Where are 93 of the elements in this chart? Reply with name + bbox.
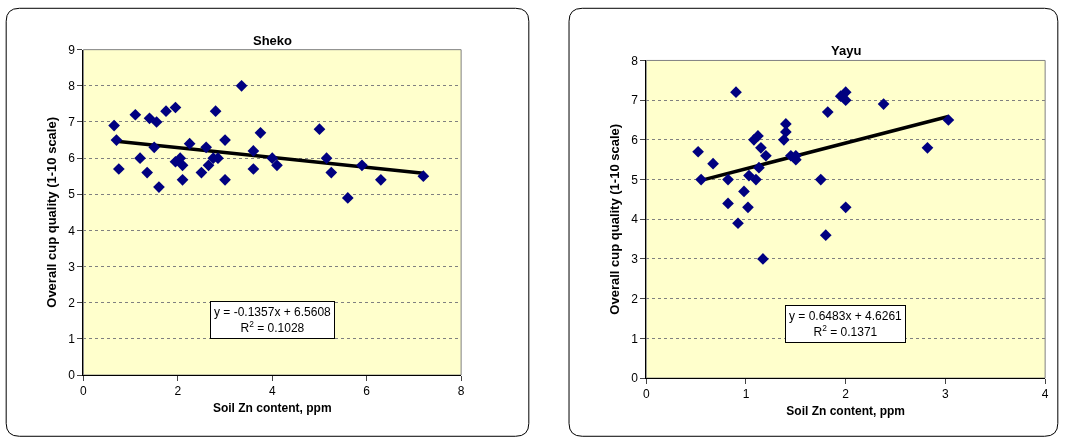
point: [150, 116, 163, 128]
y-tick-label: 2: [68, 295, 76, 310]
y-tick-label: 5: [631, 172, 639, 187]
y-tick-label: 3: [68, 259, 76, 274]
x-tick-label: 0: [80, 384, 88, 399]
point: [752, 130, 764, 142]
point: [722, 173, 734, 186]
point: [753, 161, 765, 174]
y-tick-label: 0: [68, 368, 76, 383]
point: [750, 173, 762, 186]
point: [219, 173, 231, 186]
point: [730, 86, 742, 99]
point: [821, 106, 834, 118]
point: [375, 173, 387, 186]
point: [134, 152, 146, 164]
point: [692, 145, 704, 158]
point: [176, 173, 189, 186]
point: [341, 192, 354, 204]
point: [778, 134, 790, 146]
point: [110, 134, 123, 146]
y-tick-label: 9: [68, 42, 76, 57]
point: [160, 105, 172, 117]
point: [247, 163, 260, 175]
y-tick-label: 4: [68, 223, 76, 238]
chart-title: Sheko: [253, 33, 293, 48]
x-tick-label: 3: [942, 387, 950, 402]
point: [942, 114, 955, 126]
y-tick-label: 8: [68, 79, 76, 94]
point: [209, 105, 222, 117]
point: [313, 123, 326, 136]
x-axis-title: Soil Zn content, ppm: [212, 401, 332, 416]
y-tick-label: 1: [68, 332, 76, 347]
annotation: y = 0.6483x + 4.6261: [789, 309, 903, 323]
point: [266, 152, 279, 164]
point: [202, 159, 215, 172]
point: [695, 173, 707, 186]
point: [814, 173, 827, 186]
annotation: R$^{2}$ = 0.1028: [240, 318, 305, 335]
y-tick-label: 2: [631, 291, 639, 306]
y-tick-label: 6: [68, 151, 76, 166]
x-tick-label: 0: [642, 387, 650, 402]
point: [722, 197, 734, 210]
annotation: y = -0.1357x + 6.5608: [214, 305, 332, 319]
point: [839, 201, 852, 214]
point: [112, 163, 125, 175]
point: [755, 141, 767, 154]
y-tick-label: 7: [68, 115, 76, 130]
y-tick-label: 3: [631, 252, 639, 267]
point: [356, 159, 368, 172]
x-tick-label: 2: [842, 387, 850, 402]
point: [108, 119, 120, 132]
point: [247, 145, 260, 157]
y-axis-title: Overall cup quality (1-10 scale): [44, 117, 60, 308]
point: [732, 217, 744, 230]
point: [742, 201, 754, 214]
point: [235, 79, 248, 92]
y-tick-label: 1: [631, 331, 639, 346]
y-tick-label: 7: [631, 93, 639, 108]
y-tick-label: 5: [68, 187, 76, 202]
y-tick-label: 4: [631, 212, 639, 227]
x-tick-label: 4: [268, 384, 276, 399]
point: [738, 185, 750, 198]
point: [877, 98, 890, 110]
point: [921, 141, 934, 154]
point: [141, 166, 153, 179]
point: [819, 229, 832, 241]
annotation: R$^{2}$ = 0.1371: [813, 322, 878, 339]
point: [320, 152, 333, 164]
point: [743, 169, 755, 182]
y-axis-title: Overall cup quality (1-10 scale): [607, 123, 623, 315]
chart-title: Yayu: [831, 43, 862, 58]
point: [325, 166, 338, 179]
x-axis-title: Soil Zn content, ppm: [786, 404, 906, 419]
y-tick-label: 0: [631, 371, 639, 386]
y-tick-label: 8: [631, 53, 639, 68]
point: [707, 157, 719, 170]
y-tick-label: 6: [631, 133, 639, 148]
x-tick-label: 4: [1041, 387, 1049, 402]
x-tick-label: 1: [742, 387, 750, 402]
point: [271, 159, 283, 172]
point: [195, 166, 208, 179]
point: [183, 137, 196, 150]
x-tick-label: 2: [174, 384, 182, 399]
point: [760, 149, 772, 162]
point: [200, 141, 213, 154]
point: [129, 108, 142, 121]
point: [169, 101, 182, 114]
point: [417, 170, 430, 183]
point: [176, 159, 189, 172]
point: [254, 126, 267, 139]
x-tick-label: 8: [457, 384, 465, 399]
x-tick-label: 6: [363, 384, 371, 399]
point: [148, 141, 161, 154]
